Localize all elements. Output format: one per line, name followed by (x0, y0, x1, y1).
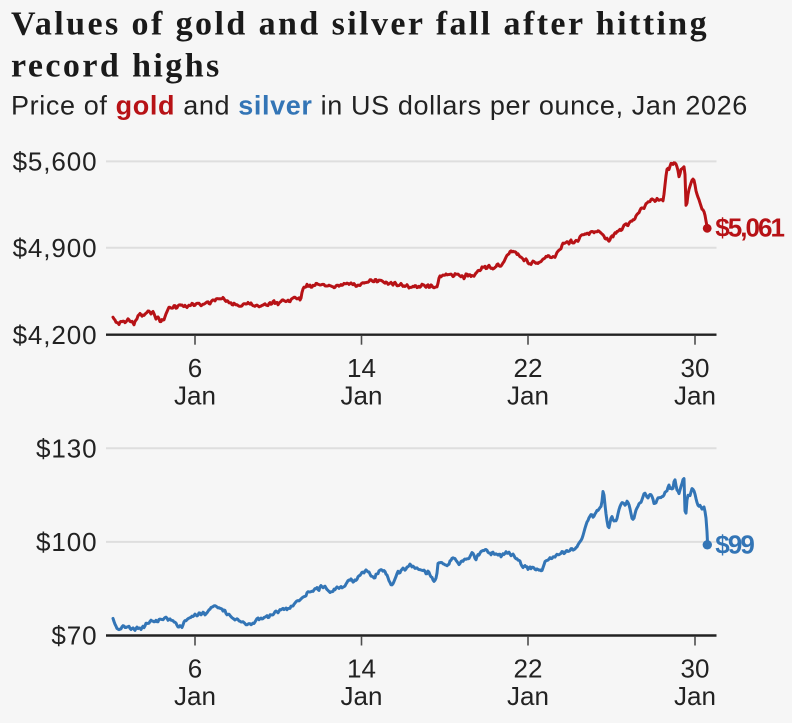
svg-text:30: 30 (681, 654, 710, 684)
svg-text:30: 30 (681, 353, 710, 383)
svg-text:record highs: record highs (11, 48, 222, 85)
svg-text:22: 22 (514, 654, 543, 684)
svg-text:Values of gold and silver fall: Values of gold and silver fall after hit… (11, 5, 709, 42)
svg-text:$5,061: $5,061 (715, 213, 784, 243)
svg-text:Jan: Jan (507, 681, 549, 711)
svg-text:14: 14 (347, 654, 376, 684)
svg-text:$99: $99 (715, 530, 754, 560)
svg-text:$5,600: $5,600 (13, 147, 98, 177)
svg-text:6: 6 (188, 654, 202, 684)
svg-text:Jan: Jan (341, 681, 383, 711)
svg-text:Jan: Jan (507, 381, 549, 411)
svg-text:Jan: Jan (174, 381, 216, 411)
svg-text:22: 22 (514, 353, 543, 383)
svg-text:$70: $70 (51, 621, 97, 651)
svg-text:Jan: Jan (341, 381, 383, 411)
svg-text:$130: $130 (36, 434, 97, 464)
svg-text:Jan: Jan (674, 381, 716, 411)
svg-text:14: 14 (347, 353, 376, 383)
svg-text:Jan: Jan (174, 681, 216, 711)
svg-text:6: 6 (188, 353, 202, 383)
svg-text:Price of gold and silver in US: Price of gold and silver in US dollars p… (11, 90, 748, 120)
svg-text:Jan: Jan (674, 681, 716, 711)
svg-text:$4,200: $4,200 (13, 320, 98, 350)
svg-text:$4,900: $4,900 (13, 233, 98, 263)
svg-text:$100: $100 (36, 527, 97, 557)
